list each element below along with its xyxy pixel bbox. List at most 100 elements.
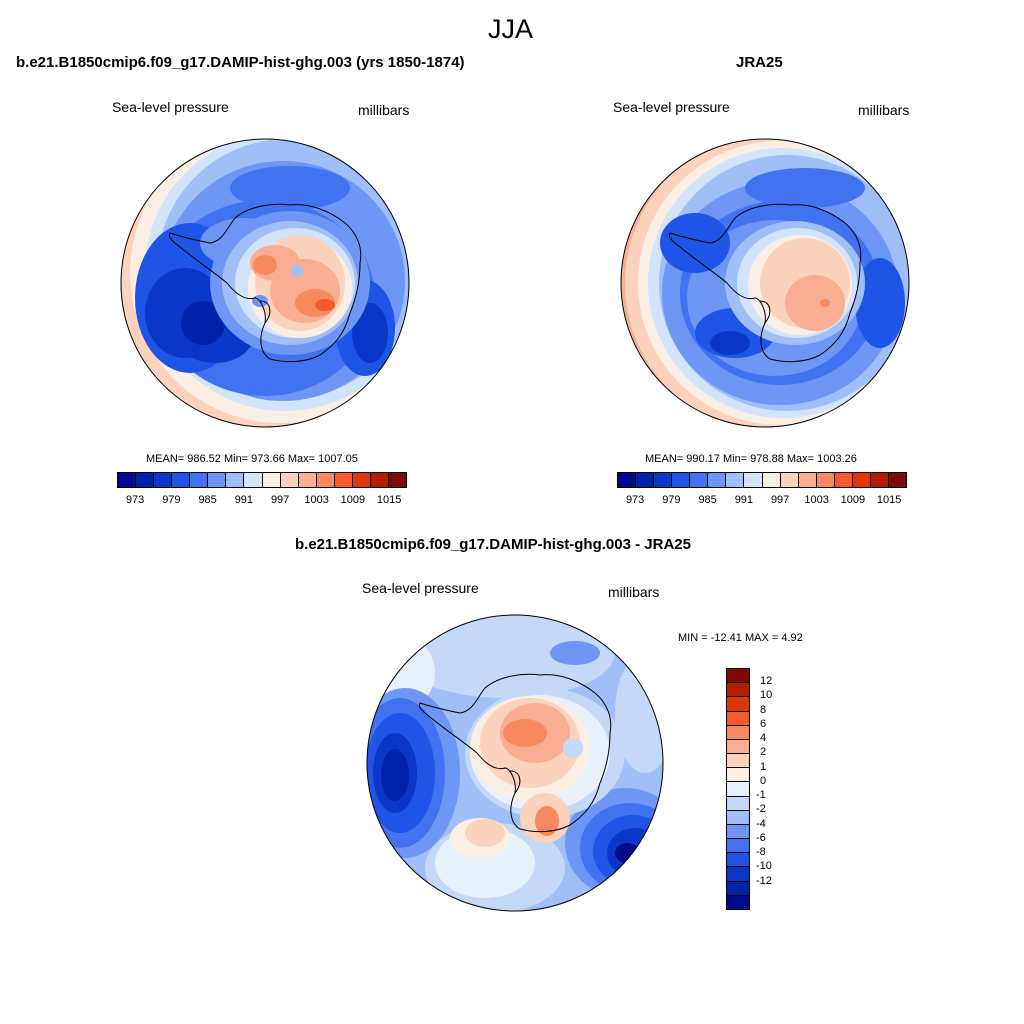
colorbar-swatch	[727, 739, 749, 755]
panel1-title: b.e21.B1850cmip6.f09_g17.DAMIP-hist-ghg.…	[16, 54, 465, 71]
colorbar-swatch	[780, 473, 799, 487]
colorbar-swatch	[727, 782, 749, 797]
colorbar-swatch	[654, 473, 673, 487]
colorbar-swatch	[727, 796, 749, 811]
colorbar-tick-label: -1	[756, 789, 766, 802]
colorbar-swatch	[708, 473, 727, 487]
panel2-left-label: Sea-level pressure	[613, 99, 730, 115]
colorbar-tick-label: 991	[234, 494, 254, 506]
colorbar-swatch	[172, 473, 191, 487]
panel3-left-label: Sea-level pressure	[362, 580, 479, 596]
colorbar-swatch	[727, 853, 749, 868]
colorbar-swatch	[870, 473, 889, 487]
colorbar-swatch	[727, 895, 749, 909]
colorbar-swatch	[370, 473, 389, 487]
colorbar-tick-label: 12	[760, 675, 773, 688]
colorbar-swatch	[352, 473, 371, 487]
colorbar-tick-label: 1003	[304, 494, 329, 506]
colorbar-swatch	[834, 473, 853, 487]
colorbar-swatch	[672, 473, 691, 487]
colorbar-swatch	[262, 473, 281, 487]
colorbar-swatch	[727, 683, 749, 698]
panel2-right-label: millibars	[858, 102, 910, 118]
colorbar-swatch	[727, 711, 749, 726]
colorbar-swatch	[154, 473, 173, 487]
panel2-title: JRA25	[736, 54, 783, 71]
panel1-right-label: millibars	[358, 102, 410, 118]
colorbar-tick-label: 8	[760, 703, 767, 716]
colorbar-tick-label: 10	[760, 689, 773, 702]
panel2-colorbar-ticks: 973 979 985 991 997 1003 1009 1015	[617, 494, 907, 508]
colorbar-tick-label: 997	[270, 494, 290, 506]
panel1-stats: MEAN= 986.52 Min= 973.66 Max= 1007.05	[146, 453, 358, 465]
colorbar-swatch	[298, 473, 317, 487]
colorbar-tick-label: -6	[756, 831, 766, 844]
colorbar-tick-label: 973	[125, 494, 145, 506]
colorbar-tick-label: -12	[756, 874, 772, 887]
colorbar-swatch	[727, 881, 749, 896]
colorbar-tick-label: -4	[756, 817, 766, 830]
panel1-colorbar	[117, 472, 407, 488]
colorbar-swatch	[618, 473, 637, 487]
colorbar-tick-label: 1003	[804, 494, 829, 506]
colorbar-swatch	[727, 768, 749, 783]
colorbar-tick-label: -8	[756, 846, 766, 859]
figure-title: JJA	[488, 14, 534, 44]
colorbar-tick-label: 985	[198, 494, 217, 506]
panel1-left-label: Sea-level pressure	[112, 99, 229, 115]
colorbar-tick-label: 973	[625, 494, 645, 506]
colorbar-tick-label: -10	[756, 860, 772, 873]
colorbar-tick-label: 2	[760, 746, 767, 759]
colorbar-swatch	[727, 697, 749, 712]
colorbar-tick-label: 979	[662, 494, 681, 506]
colorbar-swatch	[762, 473, 781, 487]
colorbar-swatch	[816, 473, 835, 487]
colorbar-swatch	[744, 473, 763, 487]
colorbar-swatch	[136, 473, 155, 487]
colorbar-swatch	[727, 867, 749, 882]
colorbar-swatch	[118, 473, 137, 487]
colorbar-tick-label: 1009	[840, 494, 866, 506]
colorbar-swatch	[727, 725, 749, 740]
colorbar-swatch	[727, 669, 749, 684]
panel3-stats: MIN = -12.41 MAX = 4.92	[678, 632, 803, 644]
colorbar-swatch	[280, 473, 299, 487]
colorbar-tick-label: 4	[760, 732, 767, 745]
panel3-colorbar	[726, 668, 750, 910]
colorbar-tick-label: 1009	[340, 494, 366, 506]
panel3-colorbar-ticks: 12 10 8 6 4 2 1 0 -1 -2 -4 -6 -8 -10 -12	[756, 668, 800, 910]
colorbar-swatch	[888, 473, 906, 487]
colorbar-swatch	[727, 839, 749, 854]
colorbar-tick-label: 997	[770, 494, 790, 506]
colorbar-tick-label: 1	[760, 760, 767, 773]
colorbar-tick-label: 1015	[876, 494, 902, 506]
panel3-map	[366, 614, 664, 912]
colorbar-tick-label: 991	[734, 494, 754, 506]
colorbar-swatch	[690, 473, 709, 487]
colorbar-swatch	[226, 473, 245, 487]
colorbar-tick-label: 985	[698, 494, 717, 506]
panel2-stats: MEAN= 990.17 Min= 978.88 Max= 1003.26	[645, 453, 857, 465]
colorbar-swatch	[190, 473, 209, 487]
panel2-map	[620, 138, 910, 428]
colorbar-swatch	[244, 473, 263, 487]
panel1-colorbar-ticks: 973 979 985 991 997 1003 1009 1015	[117, 494, 407, 508]
colorbar-swatch	[852, 473, 871, 487]
panel3-right-label: millibars	[608, 584, 660, 600]
colorbar-swatch	[316, 473, 335, 487]
colorbar-tick-label: -2	[756, 803, 766, 816]
colorbar-swatch	[388, 473, 406, 487]
colorbar-tick-label: 6	[760, 717, 767, 730]
colorbar-swatch	[208, 473, 227, 487]
colorbar-swatch	[726, 473, 745, 487]
colorbar-tick-label: 1015	[376, 494, 402, 506]
colorbar-tick-label: 979	[162, 494, 181, 506]
colorbar-swatch	[636, 473, 655, 487]
panel3-title: b.e21.B1850cmip6.f09_g17.DAMIP-hist-ghg.…	[295, 536, 691, 553]
panel1-map	[120, 138, 410, 428]
panel2-colorbar	[617, 472, 907, 488]
colorbar-swatch	[727, 824, 749, 840]
colorbar-swatch	[798, 473, 817, 487]
colorbar-tick-label: 0	[760, 774, 767, 787]
colorbar-swatch	[727, 754, 749, 769]
